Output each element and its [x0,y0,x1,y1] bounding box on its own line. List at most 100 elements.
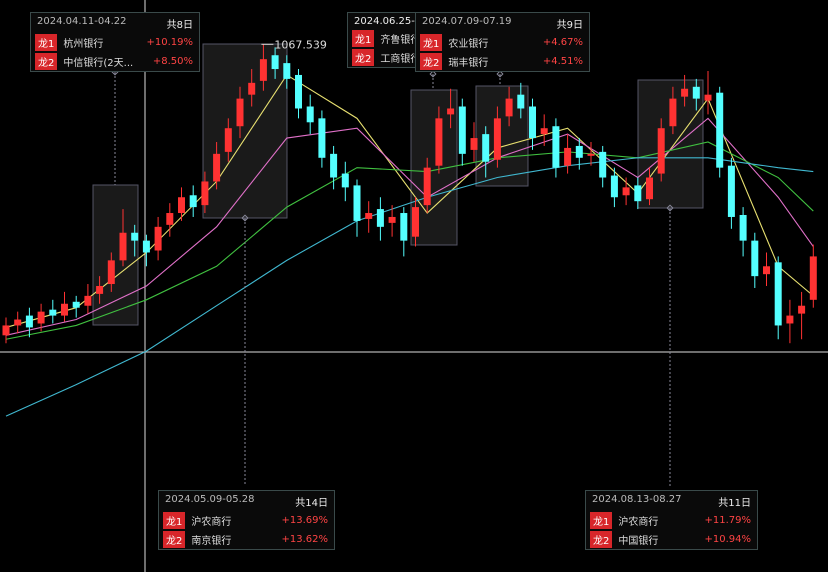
candle-body [798,305,806,314]
change: +4.67% [542,37,583,48]
period: 2024.05.09-05.28 [165,494,255,505]
leader-row: 龙2 南京银行 +13.62% [159,530,334,549]
candle-body [681,88,689,97]
stock-name: 杭州银行 [63,39,104,50]
stock-name: 沪农商行 [618,517,659,528]
rank-tag: 龙2 [590,531,613,548]
candle-body [739,214,747,241]
candle-body [131,232,139,241]
change: +8.50% [152,56,193,67]
stock-name: 沪农商行 [191,517,232,528]
candle-body [353,185,361,221]
leader-row: 龙1 齐鲁银行 [348,29,496,48]
candle-body [166,213,174,225]
connector-dot [429,70,437,78]
candle-body [447,108,455,115]
candle-body [763,266,770,275]
candle-body [84,295,92,306]
box-header: 2024.05.09-05.28 共14日 [159,491,334,511]
days: 共11日 [718,498,751,509]
change: +10.19% [146,37,193,48]
candle-body [14,319,22,326]
candle-body [751,240,759,277]
rank-tag: 龙1 [590,512,613,529]
candle-body [49,309,57,316]
period: 2024.04.11-04.22 [37,16,127,27]
candle-body [318,118,326,158]
candle-body [493,118,501,160]
candle-body [119,232,127,261]
candle-body [61,303,68,316]
candle-body [295,74,302,109]
change: +11.79% [704,515,751,526]
candle-body [564,147,572,166]
candle-body [692,86,700,99]
stock-name: 齐鲁银行 [380,35,421,46]
candle-body [107,260,115,285]
candle-body [2,325,10,336]
candle-body [517,94,525,109]
candle-body [72,301,80,308]
candle-body [505,98,513,117]
candle-body [142,240,150,253]
period: 2024.08.13-08.27 [592,494,682,505]
candle-body [482,134,490,162]
candle-body [704,94,712,101]
candle-body [306,106,314,123]
stock-name: 瑞丰银行 [448,58,489,69]
leader-row: 龙2 中国银行 +10.94% [586,530,757,549]
rank-tag: 龙2 [352,49,375,66]
candle-body [529,106,536,139]
annotation-box: 2024.04.11-04.22 共8日 龙1 杭州银行 +10.19% 龙2 中信银行(2… [30,12,200,72]
annotation-box: 2024.08.13-08.27 共11日龙1 沪农商行 +11.79% 龙2 中国银行 +… [585,490,758,550]
candle-body [376,209,384,227]
candle-body [458,106,466,154]
candle-body [37,311,45,324]
candle-body [154,226,162,251]
leader-row: 龙2 瑞丰银行 +4.51% [416,52,589,71]
candle-body [786,315,794,324]
connector-dot [666,204,674,212]
candle-body [587,153,595,156]
candle-body [634,185,642,202]
candle-body [25,315,33,328]
candle-body [236,98,244,127]
change: +10.94% [704,534,751,545]
days: 共9日 [556,20,583,31]
candle-body [365,213,373,219]
connector-dot [496,70,504,78]
candle-body [283,63,291,79]
change: +13.69% [281,515,328,526]
rank-tag: 龙2 [35,53,58,70]
rank-tag: 龙1 [352,30,375,47]
leader-row: 龙1 沪农商行 +13.69% [159,511,334,530]
candle-body [178,197,185,214]
box-header: 2024.08.13-08.27 共11日 [586,491,757,511]
days: 共8日 [166,20,193,31]
annotation-box: 2024.05.09-05.28 共14日 龙1 沪农商行 +13.69% 龙2 南京银行 +… [158,490,335,550]
candle-body [423,167,431,206]
change: +4.51% [542,56,583,67]
change: +13.62% [281,534,328,545]
rank-tag: 龙1 [163,512,186,529]
candle-body [669,98,677,127]
stock-name: 南京银行 [191,536,232,547]
candle-body [400,213,408,241]
days: 共14日 [295,498,328,509]
leader-row: 龙1 杭州银行 +10.19% [31,33,199,52]
candle-body [435,118,443,166]
candle-body [201,181,209,206]
candle-body [248,82,256,95]
candle-body [271,55,279,70]
connector-dot [241,214,249,222]
leader-row: 龙1 农业银行 +4.67% [416,33,589,52]
candle-body [575,145,583,158]
candle-body [774,262,782,326]
candle-body [809,256,817,300]
candle-body [388,216,396,223]
highlight-region [92,184,139,326]
candle-body [599,151,607,178]
candle-body [412,207,419,237]
